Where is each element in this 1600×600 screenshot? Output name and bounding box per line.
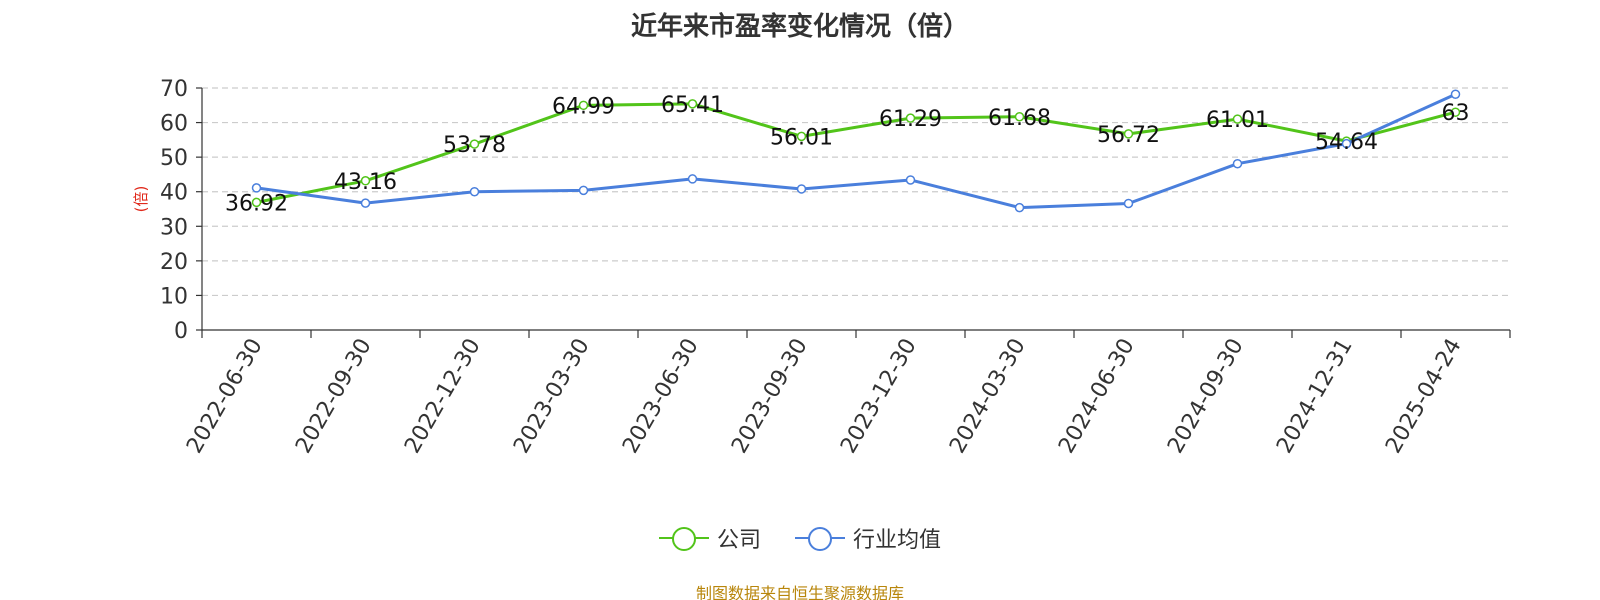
x-tick-label: 2022-12-30 [400, 335, 486, 458]
y-tick-label: 70 [160, 77, 188, 102]
data-label: 63 [1442, 101, 1470, 126]
data-source-note: 制图数据来自恒生聚源数据库 [695, 584, 904, 600]
legend-industry-label: 行业均值 [853, 528, 942, 553]
data-point [1123, 198, 1134, 209]
legend-industry-line-icon [795, 526, 845, 551]
series-line-0 [256, 102, 1456, 204]
x-tick-label: 2023-09-30 [727, 335, 813, 458]
data-label: 61.29 [879, 107, 942, 132]
data-label: 36.92 [225, 191, 288, 216]
data-point [578, 100, 589, 111]
data-point [1123, 129, 1134, 139]
data-point [578, 185, 589, 196]
data-label: 65.41 [661, 93, 724, 118]
data-point [469, 139, 480, 149]
data-point [796, 131, 807, 142]
data-point [1014, 202, 1025, 213]
legend-company-line-icon [658, 526, 709, 551]
legend: 公司 行业均值 [0, 522, 1600, 554]
y-tick-label: 0 [174, 319, 188, 344]
data-labels: 36.92 43.16 53.78 64.99 65.41 56.01 61.29 61.68… [225, 93, 1469, 216]
data-point [1450, 107, 1461, 117]
series-lines [251, 89, 1461, 213]
data-point [905, 175, 916, 185]
data-label: 54.64 [1315, 130, 1378, 155]
data-point [687, 99, 698, 109]
data-point [360, 198, 371, 208]
x-tick-label: 2023-12-30 [836, 335, 922, 458]
legend-item-company[interactable]: 公司 [658, 522, 761, 554]
x-tick-label: 2022-09-30 [291, 335, 377, 458]
y-tick-label: 20 [160, 250, 188, 275]
data-point [360, 176, 371, 186]
legend-company-label: 公司 [716, 528, 761, 553]
data-point [1450, 89, 1461, 99]
data-point [469, 186, 480, 197]
x-tick-label: 2023-06-30 [618, 335, 704, 458]
data-point [1341, 138, 1352, 149]
data-point [251, 183, 262, 193]
chart-title: 近年来市盈率变化情况（倍） [630, 12, 969, 42]
legend-item-industry-avg[interactable]: 行业均值 [795, 522, 941, 554]
y-tick-label: 30 [160, 215, 188, 240]
data-label: 64.99 [552, 94, 615, 119]
series-line-1 [256, 92, 1457, 210]
x-tick-label: 2024-03-30 [945, 335, 1031, 458]
data-point [251, 197, 262, 208]
x-tick-label: 2024-12-31 [1272, 335, 1358, 458]
x-tick-label: 2025-04-24 [1381, 335, 1467, 458]
x-tick-label: 2022-06-30 [182, 335, 268, 458]
data-point [1014, 112, 1025, 122]
data-point [1232, 114, 1243, 124]
x-tick-label: 2024-09-30 [1163, 335, 1249, 458]
data-label: 56.01 [770, 125, 833, 150]
data-label: 53.78 [443, 133, 506, 158]
y-axis-label: (倍) [132, 186, 150, 213]
y-tick-label: 60 [160, 112, 188, 137]
x-tick-label: 2023-03-30 [509, 335, 595, 458]
data-label: 61.68 [988, 106, 1051, 131]
data-label: 61.01 [1206, 108, 1269, 133]
grid-lines [202, 87, 1510, 297]
x-tick-label: 2024-06-30 [1054, 335, 1140, 458]
y-tick-label: 10 [160, 284, 188, 309]
data-label: 56.72 [1097, 123, 1160, 148]
data-point [687, 174, 698, 184]
y-tick-label: 50 [160, 146, 188, 171]
data-point [796, 184, 807, 194]
y-tick-label: 40 [160, 181, 188, 206]
data-point [905, 113, 916, 123]
data-label: 43.16 [334, 170, 397, 195]
data-point [1232, 158, 1243, 169]
